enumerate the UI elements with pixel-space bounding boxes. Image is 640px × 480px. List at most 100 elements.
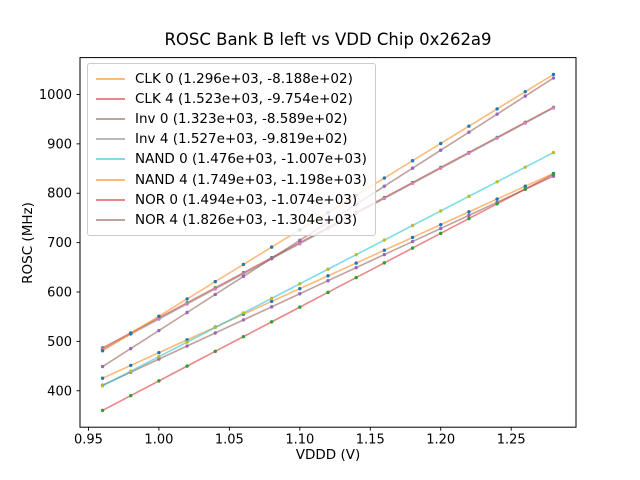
legend-item-label: NAND 4 (1.749e+03, -1.198e+03) <box>135 171 367 188</box>
data-point-nand-0 <box>382 238 387 242</box>
data-point-inv-4 <box>439 166 443 171</box>
data-point-nor-4 <box>269 256 274 261</box>
data-point-nor-4 <box>213 292 217 297</box>
data-point-nor-4 <box>410 166 415 170</box>
data-point-nor-0 <box>410 246 415 250</box>
data-point-nand-0 <box>551 150 556 155</box>
data-point-nand-4 <box>467 124 471 128</box>
data-point-nor-0 <box>269 320 274 324</box>
data-point-nor-0 <box>326 290 330 295</box>
data-point-nor-0 <box>241 334 246 339</box>
data-point-nand-4 <box>241 262 246 267</box>
x-tick-label: 1.20 <box>426 433 455 448</box>
data-point-nand-0 <box>410 223 415 228</box>
data-point-nand-4 <box>523 89 527 94</box>
data-point-inv-4 <box>298 242 302 246</box>
legend-item-label: Inv 0 (1.323e+03, -8.589e+02) <box>135 111 348 128</box>
data-point-nor-4 <box>129 346 133 351</box>
data-point-nor-4 <box>523 94 527 98</box>
data-point-clk-0 <box>439 222 443 227</box>
data-point-clk-0 <box>382 248 387 252</box>
data-point-nand-4 <box>269 245 274 249</box>
data-point-clk-0 <box>269 299 274 304</box>
data-point-clk-0 <box>354 261 358 265</box>
data-point-nor-0 <box>213 349 217 354</box>
data-point-nand-0 <box>185 340 189 344</box>
legend-item: NOR 4 (1.826e+03, -1.304e+03) <box>96 210 367 230</box>
legend: CLK 0 (1.296e+03, -8.188e+02) CLK 4 (1.52… <box>87 63 376 236</box>
data-point-inv-0 <box>439 226 443 231</box>
data-point-inv-4 <box>551 106 556 110</box>
legend-item-label: NOR 0 (1.494e+03, -1.074e+03) <box>135 191 358 208</box>
legend-item: NOR 0 (1.494e+03, -1.074e+03) <box>96 190 367 210</box>
x-tick-label: 1.00 <box>144 433 173 448</box>
x-tick-label: 1.15 <box>356 433 385 448</box>
y-tick-label: 800 <box>47 187 72 202</box>
data-point-inv-0 <box>157 357 161 361</box>
legend-line-swatch <box>96 178 125 181</box>
data-point-nor-0 <box>495 202 499 206</box>
data-point-nand-4 <box>129 331 133 336</box>
data-point-nand-4 <box>213 279 217 284</box>
legend-line-swatch <box>96 118 125 121</box>
data-point-nor-0 <box>129 393 133 398</box>
data-point-nand-0 <box>241 311 246 315</box>
data-point-nor-4 <box>298 238 302 243</box>
legend-item-label: CLK 4 (1.523e+03, -9.754e+02) <box>135 91 353 108</box>
x-tick-label: 1.10 <box>285 433 314 448</box>
data-point-nor-4 <box>185 310 189 315</box>
data-point-nor-0 <box>551 172 556 177</box>
data-point-inv-4 <box>523 121 527 125</box>
data-point-nand-0 <box>354 252 358 257</box>
x-axis-label: VDDD (V) <box>295 447 361 463</box>
data-point-nand-4 <box>551 72 556 77</box>
legend-item: Inv 0 (1.323e+03, -8.589e+02) <box>96 109 367 129</box>
data-point-inv-4 <box>185 302 189 306</box>
y-axis-label: ROSC (MHz) <box>20 202 36 284</box>
legend-item: NAND 0 (1.476e+03, -1.007e+03) <box>96 149 367 169</box>
data-point-nor-0 <box>298 305 302 309</box>
data-point-nand-4 <box>100 349 105 353</box>
data-point-nor-4 <box>439 148 443 152</box>
data-point-nor-4 <box>241 274 246 279</box>
data-point-inv-4 <box>382 196 387 201</box>
data-point-inv-0 <box>467 213 471 218</box>
data-point-inv-0 <box>354 265 358 270</box>
x-tick-label: 1.25 <box>497 433 526 448</box>
data-point-nand-0 <box>495 180 499 184</box>
y-tick-label: 900 <box>47 137 72 152</box>
data-point-clk-0 <box>100 376 105 380</box>
data-point-nand-0 <box>523 165 527 169</box>
legend-item: NAND 4 (1.749e+03, -1.198e+03) <box>96 169 367 189</box>
legend-item: CLK 4 (1.523e+03, -9.754e+02) <box>96 89 367 109</box>
y-tick-label: 1000 <box>39 88 72 103</box>
data-point-inv-0 <box>269 305 274 309</box>
data-point-clk-0 <box>157 350 161 355</box>
y-tick-label: 500 <box>47 335 72 350</box>
data-point-nand-4 <box>495 107 499 111</box>
data-point-inv-4 <box>213 287 217 291</box>
data-point-inv-0 <box>298 292 302 296</box>
legend-line-swatch <box>96 198 125 201</box>
data-point-nand-4 <box>439 141 443 146</box>
data-point-clk-0 <box>410 235 415 240</box>
data-point-nor-0 <box>157 379 161 383</box>
legend-item: CLK 0 (1.296e+03, -8.188e+02) <box>96 69 367 89</box>
data-point-nor-4 <box>100 364 105 369</box>
data-point-inv-0 <box>241 318 246 322</box>
data-point-nor-0 <box>467 216 471 221</box>
data-point-nand-0 <box>467 194 471 199</box>
data-point-inv-4 <box>241 272 246 276</box>
data-point-nor-4 <box>495 112 499 116</box>
data-point-nand-4 <box>185 297 189 301</box>
data-point-inv-0 <box>326 278 330 283</box>
data-point-nor-0 <box>354 275 358 280</box>
legend-item-label: Inv 4 (1.527e+03, -9.819e+02) <box>135 131 348 148</box>
data-point-nand-0 <box>326 267 330 271</box>
data-point-nand-0 <box>269 296 274 301</box>
y-tick-label: 400 <box>47 384 72 399</box>
data-point-nor-4 <box>551 76 556 80</box>
data-point-nor-4 <box>157 328 161 333</box>
data-point-nor-0 <box>523 187 527 191</box>
